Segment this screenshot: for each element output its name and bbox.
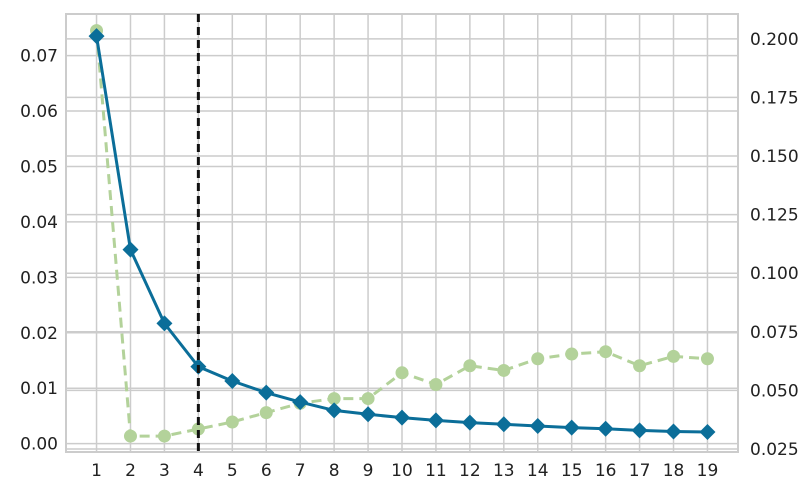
x-tick-label: 2 xyxy=(125,461,136,481)
primary-point xyxy=(394,409,410,426)
y-left-tick-label: 0.03 xyxy=(20,268,58,288)
primary-point xyxy=(258,384,275,401)
primary-point xyxy=(461,414,478,431)
x-tick-label: 5 xyxy=(227,461,238,481)
primary-point xyxy=(122,241,139,258)
x-tick-label: 8 xyxy=(329,461,340,481)
primary-point xyxy=(360,406,377,423)
primary-point xyxy=(631,422,648,439)
x-tick-label: 15 xyxy=(561,461,583,481)
y-right-tick-label: 0.200 xyxy=(750,30,799,50)
secondary-point xyxy=(225,415,239,429)
primary-point xyxy=(224,373,241,390)
x-tick-label: 19 xyxy=(697,461,719,481)
secondary-point xyxy=(395,366,409,380)
tick-labels: 1 2 3 4 5 6 7 8 9 10 11 12 13 14 15 16 17 18 190.000.010.0… xyxy=(20,30,799,481)
x-tick-label: 7 xyxy=(295,461,306,481)
secondary-point xyxy=(700,352,714,366)
x-tick-label: 4 xyxy=(193,461,204,481)
y-left-tick-label: 0.07 xyxy=(20,47,58,67)
y-right-tick-label: 0.025 xyxy=(750,440,799,460)
y-left-tick-label: 0.02 xyxy=(20,324,58,344)
x-tick-label: 18 xyxy=(663,461,685,481)
secondary-point xyxy=(565,347,579,361)
secondary-point xyxy=(633,359,647,373)
x-tick-label: 14 xyxy=(527,461,549,481)
primary-point xyxy=(495,416,512,433)
primary-point xyxy=(529,417,546,434)
secondary-point xyxy=(191,422,205,436)
secondary-point xyxy=(259,406,273,420)
primary-point xyxy=(563,419,580,436)
secondary-point xyxy=(463,359,477,373)
x-tick-label: 6 xyxy=(261,461,272,481)
primary-point xyxy=(665,423,682,440)
x-tick-label: 12 xyxy=(459,461,481,481)
x-tick-label: 17 xyxy=(629,461,651,481)
secondary-point xyxy=(429,378,443,392)
y-left-tick-label: 0.06 xyxy=(20,102,58,122)
x-tick-label: 1 xyxy=(91,461,102,481)
y-right-tick-label: 0.050 xyxy=(750,381,799,401)
secondary-point xyxy=(157,429,171,443)
grid xyxy=(66,14,738,452)
secondary-point xyxy=(361,392,375,406)
primary-point xyxy=(326,402,343,419)
y-left-tick-label: 0.00 xyxy=(20,435,58,455)
y-right-tick-label: 0.150 xyxy=(750,147,799,167)
secondary-point xyxy=(123,429,137,443)
x-tick-label: 11 xyxy=(425,461,447,481)
axes-frame xyxy=(65,13,739,453)
x-tick-label: 9 xyxy=(363,461,374,481)
y-right-tick-label: 0.075 xyxy=(750,323,799,343)
y-left-tick-label: 0.05 xyxy=(20,157,58,177)
secondary-point xyxy=(667,349,681,363)
secondary-point xyxy=(327,392,341,406)
primary-point xyxy=(292,394,309,411)
primary-point xyxy=(156,315,173,332)
plot-frame xyxy=(65,13,739,453)
x-tick-label: 13 xyxy=(493,461,515,481)
primary-point xyxy=(88,28,105,45)
y-right-tick-label: 0.125 xyxy=(750,206,799,226)
primary-point xyxy=(597,420,614,437)
y-right-tick-label: 0.100 xyxy=(750,264,799,284)
primary-point xyxy=(427,412,444,429)
secondary-point xyxy=(531,352,545,366)
primary-point xyxy=(699,424,716,441)
x-tick-label: 10 xyxy=(391,461,413,481)
x-tick-label: 16 xyxy=(595,461,617,481)
y-left-tick-label: 0.01 xyxy=(20,379,58,399)
y-right-tick-label: 0.175 xyxy=(750,88,799,108)
secondary-point xyxy=(599,345,613,359)
y-left-tick-label: 0.04 xyxy=(20,213,58,233)
x-tick-label: 3 xyxy=(159,461,170,481)
secondary-point xyxy=(497,363,511,377)
